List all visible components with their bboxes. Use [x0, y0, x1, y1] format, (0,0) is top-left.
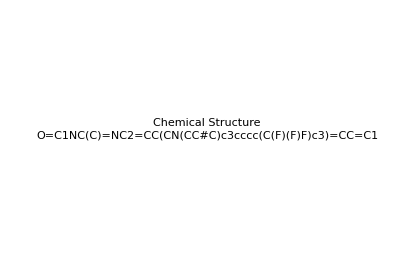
Text: Chemical Structure
O=C1NC(C)=NC2=CC(CN(CC#C)c3cccc(C(F)(F)F)c3)=CC=C1: Chemical Structure O=C1NC(C)=NC2=CC(CN(C…: [36, 119, 378, 140]
